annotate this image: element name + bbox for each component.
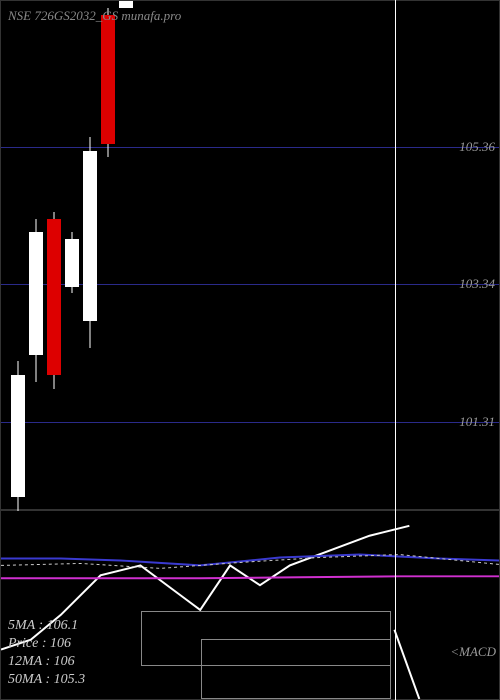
candle	[101, 8, 115, 158]
ma50-label: 50MA : 105.3	[8, 672, 85, 688]
candle	[11, 361, 25, 511]
indicator-line-magenta	[1, 576, 499, 578]
macd-label: <MACD	[450, 644, 496, 660]
chart-title: NSE 726GS2032_GS munafa.pro	[8, 8, 181, 24]
ma12-label: 12MA : 106	[8, 654, 75, 670]
candle	[65, 232, 79, 293]
crosshair-vline	[395, 0, 396, 700]
price-hline	[1, 422, 499, 423]
price-panel: 105.36 103.34 101.31	[0, 0, 500, 510]
candle	[29, 219, 43, 382]
indicator-line-blue	[1, 555, 499, 566]
indicator-line-white_drop	[394, 630, 419, 699]
ma5-label: 5MA : 106.1	[8, 618, 78, 634]
price-hline	[1, 147, 499, 148]
indicator-box	[201, 639, 391, 699]
price-hline-label: 103.34	[459, 276, 495, 292]
price-label: Price : 106	[8, 636, 71, 652]
chart-container: NSE 726GS2032_GS munafa.pro 105.36 103.34…	[0, 0, 500, 700]
candle	[83, 137, 97, 348]
price-hline-label: 105.36	[459, 139, 495, 155]
price-hline-label: 101.31	[459, 414, 495, 430]
candle	[119, 1, 133, 8]
candle	[47, 212, 61, 389]
